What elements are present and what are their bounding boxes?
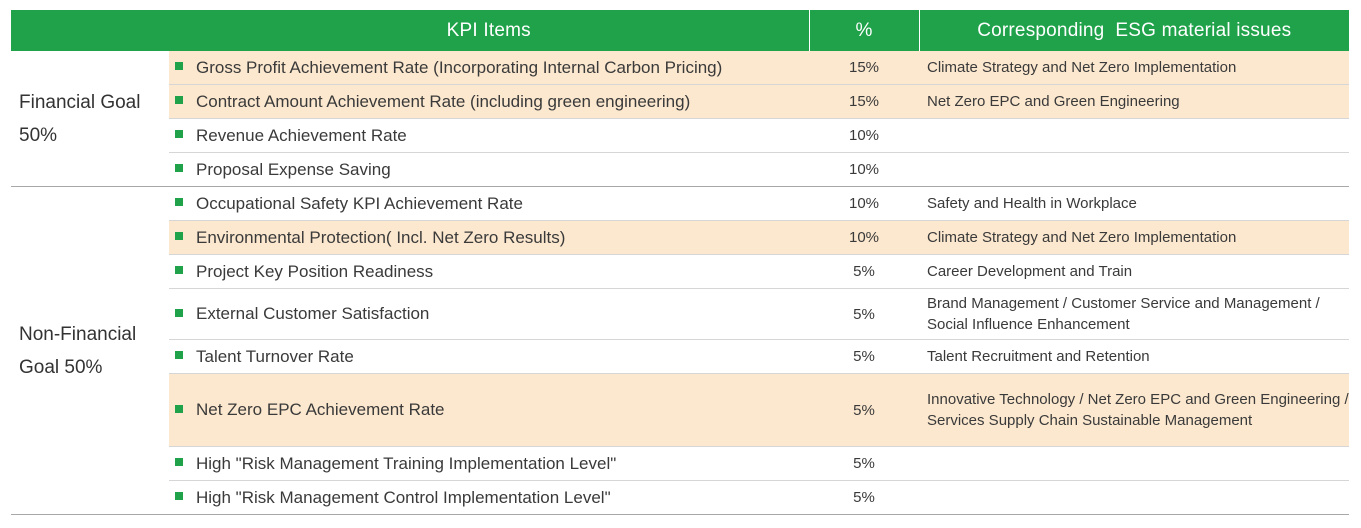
kpi-cell: Occupational Safety KPI Achievement Rate xyxy=(169,186,809,221)
square-bullet-icon xyxy=(175,232,183,241)
esg-cell: Talent Recruitment and Retention xyxy=(919,339,1349,374)
kpi-label: Environmental Protection( Incl. Net Zero… xyxy=(196,227,566,247)
esg-cell xyxy=(919,118,1349,153)
percent-cell: 15% xyxy=(809,51,919,85)
kpi-label: Occupational Safety KPI Achievement Rate xyxy=(196,193,523,213)
esg-cell: Brand Management / Customer Service and … xyxy=(919,288,1349,340)
header-percent: % xyxy=(809,10,920,51)
percent-cell: 5% xyxy=(809,480,919,515)
kpi-label: Project Key Position Readiness xyxy=(196,261,434,281)
square-bullet-icon xyxy=(175,130,183,139)
kpi-label: High "Risk Management Training Implement… xyxy=(196,453,617,473)
kpi-cell: Environmental Protection( Incl. Net Zero… xyxy=(169,220,809,255)
square-bullet-icon xyxy=(175,62,183,71)
table-row: Talent Turnover Rate 5% Talent Recruitme… xyxy=(11,339,1349,374)
group-non-financial-goal: Non-Financial Goal 50% xyxy=(11,186,169,515)
table-row: Non-Financial Goal 50% Occupational Safe… xyxy=(11,186,1349,515)
table-row: High "Risk Management Control Implementa… xyxy=(11,480,1349,515)
kpi-cell: Talent Turnover Rate xyxy=(169,339,809,374)
kpi-esg-table: KPI Items % Corresponding ESG material i… xyxy=(11,10,1349,515)
esg-cell xyxy=(919,446,1349,481)
percent-cell: 5% xyxy=(809,446,919,481)
table-row: Financial Goal 50% Gross Profit Achievem… xyxy=(11,51,1349,187)
kpi-cell: High "Risk Management Training Implement… xyxy=(169,446,809,481)
kpi-cell: External Customer Satisfaction xyxy=(169,288,809,340)
esg-cell: Climate Strategy and Net Zero Implementa… xyxy=(919,51,1349,85)
square-bullet-icon xyxy=(175,458,183,467)
square-bullet-icon xyxy=(175,198,183,207)
percent-cell: 5% xyxy=(809,339,919,374)
header-kpi-items: KPI Items xyxy=(169,10,810,51)
percent-cell: 10% xyxy=(809,118,919,153)
kpi-cell: High "Risk Management Control Implementa… xyxy=(169,480,809,515)
kpi-label: External Customer Satisfaction xyxy=(196,304,430,323)
kpi-label: Revenue Achievement Rate xyxy=(196,125,407,145)
percent-cell: 5% xyxy=(809,373,919,447)
square-bullet-icon xyxy=(175,492,183,501)
percent-cell: 10% xyxy=(809,152,919,187)
group-financial-goal: Financial Goal 50% xyxy=(11,51,169,187)
header-goal xyxy=(11,10,169,51)
square-bullet-icon xyxy=(175,351,183,360)
percent-cell: 5% xyxy=(809,254,919,289)
percent-cell: 5% xyxy=(809,288,919,340)
esg-cell xyxy=(919,480,1349,515)
kpi-cell: Revenue Achievement Rate xyxy=(169,118,809,153)
table-row: Project Key Position Readiness 5% Career… xyxy=(11,254,1349,289)
kpi-label: Talent Turnover Rate xyxy=(196,346,354,366)
table-row: Proposal Expense Saving 10% xyxy=(11,152,1349,187)
percent-cell: 10% xyxy=(809,220,919,255)
kpi-label: Proposal Expense Saving xyxy=(196,159,391,179)
square-bullet-icon xyxy=(175,164,183,173)
kpi-cell: Project Key Position Readiness xyxy=(169,254,809,289)
table-row: Environmental Protection( Incl. Net Zero… xyxy=(11,220,1349,255)
kpi-label: Gross Profit Achievement Rate (Incorpora… xyxy=(196,57,723,77)
kpi-cell: Gross Profit Achievement Rate (Incorpora… xyxy=(169,51,809,85)
table-row: High "Risk Management Training Implement… xyxy=(11,446,1349,481)
table-row: Contract Amount Achievement Rate (includ… xyxy=(11,84,1349,119)
percent-cell: 10% xyxy=(809,186,919,221)
kpi-label: Net Zero EPC Achievement Rate xyxy=(196,400,445,419)
kpi-label: High "Risk Management Control Implementa… xyxy=(196,487,611,507)
square-bullet-icon xyxy=(175,404,183,413)
kpi-cell: Contract Amount Achievement Rate (includ… xyxy=(169,84,809,119)
esg-cell: Innovative Technology / Net Zero EPC and… xyxy=(919,373,1349,447)
esg-cell: Career Development and Train xyxy=(919,254,1349,289)
esg-cell: Climate Strategy and Net Zero Implementa… xyxy=(919,220,1349,255)
kpi-cell: Net Zero EPC Achievement Rate xyxy=(169,373,809,447)
percent-cell: 15% xyxy=(809,84,919,119)
square-bullet-icon xyxy=(175,96,183,105)
square-bullet-icon xyxy=(175,308,183,317)
kpi-label: Contract Amount Achievement Rate (includ… xyxy=(196,91,691,111)
table-row: Revenue Achievement Rate 10% xyxy=(11,118,1349,153)
table-header-row: KPI Items % Corresponding ESG material i… xyxy=(11,10,1349,51)
square-bullet-icon xyxy=(175,266,183,275)
esg-cell xyxy=(919,152,1349,187)
esg-cell: Net Zero EPC and Green Engineering xyxy=(919,84,1349,119)
table-row: External Customer Satisfaction 5% Brand … xyxy=(11,288,1349,340)
header-esg-issues: Corresponding ESG material issues xyxy=(919,10,1349,51)
table-row: Net Zero EPC Achievement Rate 5% Innovat… xyxy=(11,373,1349,447)
esg-cell: Safety and Health in Workplace xyxy=(919,186,1349,221)
kpi-cell: Proposal Expense Saving xyxy=(169,152,809,187)
